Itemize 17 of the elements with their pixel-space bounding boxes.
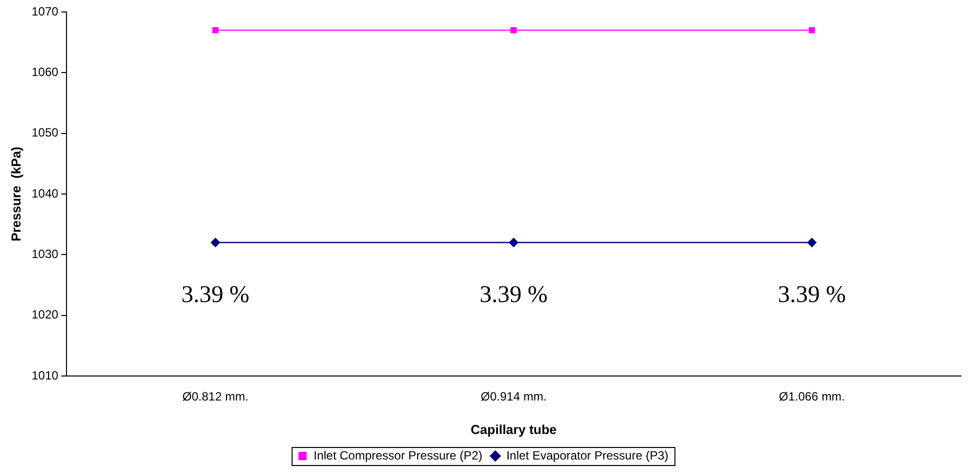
y-tick-label: 1070 bbox=[32, 4, 59, 18]
x-tick-label: Ø0.914 mm. bbox=[480, 390, 547, 404]
y-tick-label: 1040 bbox=[32, 186, 59, 200]
legend-label: Inlet Evaporator Pressure (P3) bbox=[506, 448, 668, 462]
x-axis-title: Capillary tube bbox=[470, 422, 557, 437]
annotation: 3.39 % bbox=[480, 282, 548, 308]
y-tick-label: 1020 bbox=[32, 308, 59, 322]
y-tick-label: 1010 bbox=[32, 368, 59, 382]
annotation: 3.39 % bbox=[181, 282, 250, 308]
y-tick-label: 1030 bbox=[32, 246, 59, 261]
y-tick-label: 1060 bbox=[32, 64, 59, 79]
y-tick-label: 1050 bbox=[32, 126, 59, 140]
x-tick-label: Ø1.066 mm. bbox=[778, 390, 845, 404]
x-tick-label: Ø0.812 mm. bbox=[182, 390, 248, 404]
annotation: 3.39 % bbox=[778, 282, 846, 308]
legend-label: Inlet Compressor Pressure (P2) bbox=[314, 448, 482, 462]
y-axis-title: Pressure (kPa) bbox=[8, 146, 24, 242]
